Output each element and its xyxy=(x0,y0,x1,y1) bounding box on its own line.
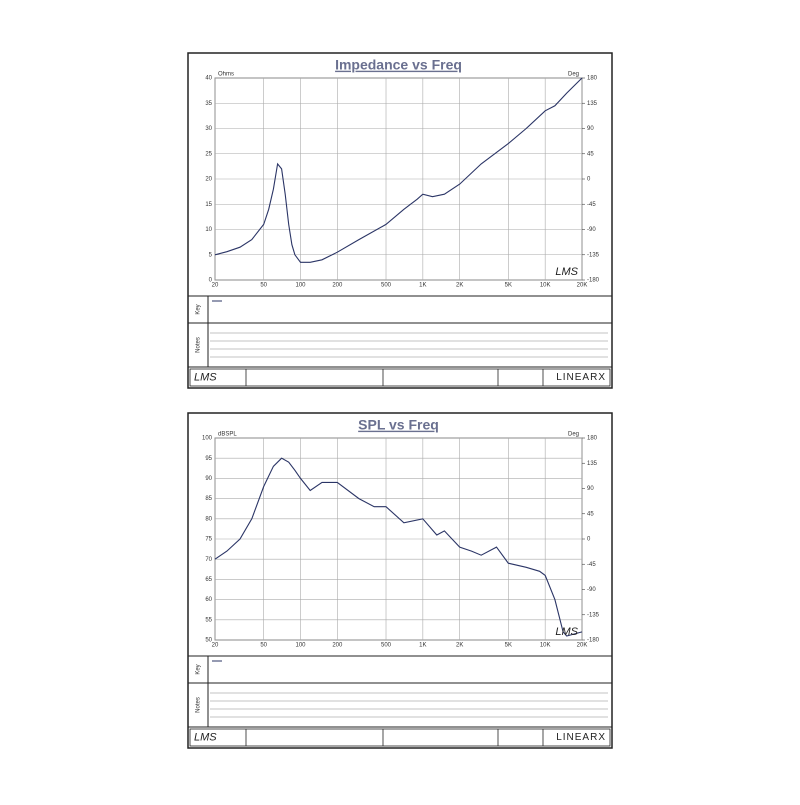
x-tick-label: 20 xyxy=(212,643,219,649)
key-label: Key xyxy=(196,664,202,674)
y-tick-label: 85 xyxy=(205,496,212,502)
y-tick-label: 95 xyxy=(205,456,212,462)
x-tick-label: 10K xyxy=(540,283,551,289)
y2-tick-label: 135 xyxy=(587,101,598,107)
y2-tick-label: -90 xyxy=(587,587,596,593)
panel xyxy=(187,412,613,749)
y2-axis-label: Deg xyxy=(568,432,579,438)
y-tick-label: 75 xyxy=(205,537,212,543)
y-tick-label: 25 xyxy=(205,151,212,157)
x-tick-label: 10K xyxy=(540,643,551,649)
x-tick-label: 1K xyxy=(419,283,426,289)
y2-tick-label: -135 xyxy=(587,612,600,618)
x-tick-label: 5K xyxy=(505,643,512,649)
y2-tick-label: -180 xyxy=(587,638,600,644)
data-line xyxy=(214,457,583,637)
y-tick-label: 40 xyxy=(205,76,212,82)
key-label: Key xyxy=(196,304,202,314)
x-tick-label: 20K xyxy=(577,643,588,649)
x-tick-label: 2K xyxy=(456,283,463,289)
notes-label: Notes xyxy=(196,337,202,353)
y2-tick-label: 45 xyxy=(587,151,594,157)
footer-brand: LINEARX xyxy=(556,732,606,743)
y-tick-label: 100 xyxy=(202,436,213,442)
y2-tick-label: -135 xyxy=(587,252,600,258)
y2-tick-label: -180 xyxy=(587,278,600,284)
y-axis-label: dBSPL xyxy=(218,432,237,438)
y-tick-label: 80 xyxy=(205,516,212,522)
y2-tick-label: 135 xyxy=(587,461,598,467)
x-tick-label: 2K xyxy=(456,643,463,649)
y-tick-label: 60 xyxy=(205,597,212,603)
y2-tick-label: -90 xyxy=(587,227,596,233)
y-tick-label: 0 xyxy=(209,278,213,284)
y-tick-label: 55 xyxy=(205,617,212,623)
y2-tick-label: 90 xyxy=(587,126,594,132)
y-tick-label: 35 xyxy=(205,101,212,107)
x-tick-label: 100 xyxy=(295,643,306,649)
watermark: LMS xyxy=(555,266,578,278)
y2-tick-label: 0 xyxy=(587,177,591,183)
y2-tick-label: 90 xyxy=(587,486,594,492)
y-tick-label: 20 xyxy=(205,177,212,183)
y2-tick-label: 45 xyxy=(587,511,594,517)
y2-tick-label: 0 xyxy=(587,537,591,543)
x-tick-label: 1K xyxy=(419,643,426,649)
panel xyxy=(187,52,613,389)
y-tick-label: 50 xyxy=(205,638,212,644)
footer xyxy=(189,368,611,387)
y2-axis-label: Deg xyxy=(568,72,579,78)
y-tick-label: 15 xyxy=(205,202,212,208)
x-tick-label: 200 xyxy=(332,283,343,289)
x-tick-label: 50 xyxy=(260,283,267,289)
y-tick-label: 70 xyxy=(205,557,212,563)
x-tick-label: 200 xyxy=(332,643,343,649)
footer xyxy=(189,728,611,747)
footer-brand: LINEARX xyxy=(556,372,606,383)
y-tick-label: 65 xyxy=(205,577,212,583)
x-tick-label: 500 xyxy=(381,283,392,289)
x-tick-label: 100 xyxy=(295,283,306,289)
y2-tick-label: 180 xyxy=(587,436,598,442)
y-tick-label: 30 xyxy=(205,126,212,132)
x-tick-label: 50 xyxy=(260,643,267,649)
y-tick-label: 5 xyxy=(209,252,213,258)
footer-logo: LMS xyxy=(194,731,217,743)
y-tick-label: 10 xyxy=(205,227,212,233)
y-tick-label: 90 xyxy=(205,476,212,482)
x-tick-label: 20 xyxy=(212,283,219,289)
y-axis-label: Ohms xyxy=(218,72,234,78)
notes-label: Notes xyxy=(196,697,202,713)
data-line xyxy=(214,77,583,263)
footer-logo: LMS xyxy=(194,371,217,383)
watermark: LMS xyxy=(555,626,578,638)
x-tick-label: 500 xyxy=(381,643,392,649)
chart-title: Impedance vs Freq xyxy=(335,57,462,73)
x-tick-label: 20K xyxy=(577,283,588,289)
x-tick-label: 5K xyxy=(505,283,512,289)
y2-tick-label: -45 xyxy=(587,202,596,208)
chart-title: SPL vs Freq xyxy=(358,417,439,433)
y2-tick-label: -45 xyxy=(587,562,596,568)
y2-tick-label: 180 xyxy=(587,76,598,82)
